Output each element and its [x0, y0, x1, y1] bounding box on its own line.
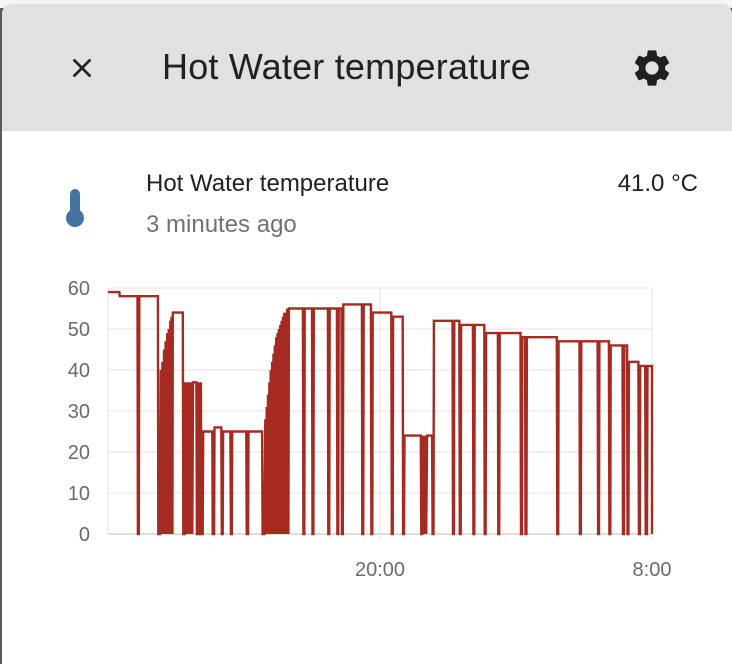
dialog-title: Hot Water temperature	[162, 46, 531, 87]
y-tick-label: 20	[68, 442, 90, 464]
history-chart[interactable]: 0 10 20 30 40 50 60 20:00 8:00	[2, 274, 732, 594]
entity-last-changed: 3 minutes ago	[146, 211, 297, 238]
settings-button[interactable]	[628, 44, 676, 92]
y-tick-label: 0	[79, 524, 90, 546]
dialog-header: Hot Water temperature	[2, 4, 732, 131]
close-icon	[72, 58, 92, 78]
entity-state: 41.0 °C	[617, 170, 698, 197]
y-tick-label: 30	[68, 401, 90, 423]
y-tick-label: 50	[68, 319, 90, 341]
entity-row: Hot Water temperature 3 minutes ago 41.0…	[2, 164, 732, 244]
y-tick-label: 40	[68, 360, 90, 382]
temperature-series-line	[108, 290, 654, 536]
entity-name: Hot Water temperature	[146, 170, 390, 197]
close-button[interactable]	[58, 44, 106, 92]
thermometer-icon	[66, 189, 84, 227]
x-tick-label: 20:00	[355, 559, 405, 581]
more-info-dialog: Hot Water temperature Hot Water temperat…	[2, 4, 732, 664]
y-tick-label: 10	[68, 483, 90, 505]
x-tick-label: 8:00	[633, 559, 672, 581]
gear-icon	[634, 50, 670, 86]
y-tick-label: 60	[68, 278, 90, 300]
